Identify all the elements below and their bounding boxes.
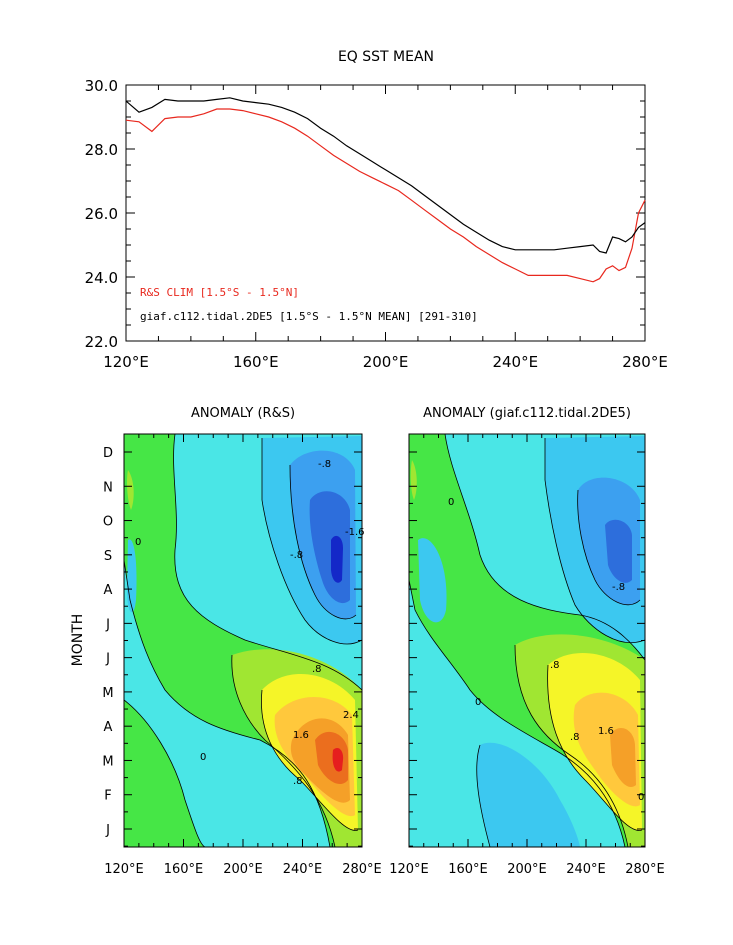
y-tick-label: 22.0 [85, 333, 118, 351]
x-tick-label: 240°E [492, 353, 538, 371]
y-tick-label: M [102, 686, 113, 701]
y-tick-label: 26.0 [85, 205, 118, 223]
series-line-giaf [125, 97, 646, 254]
legend-entry-giaf: giaf.c112.tidal.2DE5 [1.5°S - 1.5°N MEAN… [140, 310, 478, 323]
contour-label: 0 [135, 537, 141, 548]
contour-label: 0 [475, 697, 481, 708]
contour-label: 0 [638, 792, 644, 803]
y-tick-label: J [105, 617, 110, 632]
month-axis-label: MONTH [70, 614, 86, 667]
left-heatmap: 120°E 160°E 200°E 240°E 280°E J F M A M J J A S O N D -.… [102, 433, 382, 877]
contour-label: .8 [550, 660, 560, 671]
y-tick-label: D [103, 446, 113, 461]
x-tick-label: 280°E [625, 862, 665, 877]
top-chart: 22.0 24.0 26.0 28.0 30.0 120°E 160°E 200°E 240°E… [85, 77, 668, 371]
contour-label: 0 [448, 497, 454, 508]
x-tick-label: 120°E [104, 862, 144, 877]
x-tick-label: 200°E [507, 862, 547, 877]
contour-region [476, 742, 580, 847]
contour-label: 1.6 [598, 726, 614, 737]
contour-lines [124, 434, 362, 847]
y-tick-label: 28.0 [85, 141, 118, 159]
contour-label: -1.6 [345, 527, 365, 538]
x-tick-label: 280°E [342, 862, 382, 877]
contour-region [605, 519, 632, 583]
x-tick-label: 240°E [566, 862, 606, 877]
y-tick-label: J [105, 823, 110, 838]
contour-label: 2.4 [343, 710, 359, 721]
y-tick-label: M [102, 754, 113, 769]
contour-label: -.8 [318, 459, 331, 470]
contour-label: -.8 [612, 582, 625, 593]
series-line-rs-clim [125, 108, 646, 283]
legend-entry-rs-clim: R&S CLIM [1.5°S - 1.5°N] [140, 286, 299, 299]
y-tick-label: S [104, 549, 112, 564]
contour-label: .8 [570, 732, 580, 743]
x-tick-label: 200°E [363, 353, 409, 371]
y-tick-label: O [103, 515, 113, 530]
top-chart-title: EQ SST MEAN [338, 49, 434, 65]
y-tick-label: N [103, 480, 113, 495]
contour-label: -.8 [290, 550, 303, 561]
contour-region [610, 727, 636, 788]
x-tick-label: 120°E [389, 862, 429, 877]
y-tick-label: A [104, 583, 113, 598]
top-plot-frame [125, 84, 646, 342]
contour-region [124, 700, 205, 847]
left-panel-title: ANOMALY (R&S) [191, 406, 295, 421]
x-tick-label: 240°E [283, 862, 323, 877]
x-tick-label: 200°E [223, 862, 263, 877]
y-tick-label: F [104, 789, 111, 804]
contour-region [127, 470, 134, 510]
contour-label: .8 [293, 776, 303, 787]
y-tick-label: 24.0 [85, 269, 118, 287]
x-tick-label: 280°E [622, 353, 668, 371]
contour-region [418, 538, 447, 623]
y-tick-label: A [104, 720, 113, 735]
contour-region [331, 535, 343, 583]
x-tick-label: 120°E [103, 353, 149, 371]
contour-label: 1.6 [293, 730, 309, 741]
x-tick-label: 160°E [164, 862, 204, 877]
y-tick-label: J [105, 652, 110, 667]
x-tick-label: 160°E [233, 353, 279, 371]
y-tick-label: 30.0 [85, 77, 118, 95]
contour-region [332, 748, 344, 772]
contour-label: 0 [200, 752, 206, 763]
contour-label: .8 [312, 664, 322, 675]
contour-region [410, 460, 417, 500]
x-tick-label: 160°E [448, 862, 488, 877]
contour-lines [409, 434, 645, 847]
right-panel-title: ANOMALY (giaf.c112.tidal.2DE5) [423, 406, 631, 421]
right-heatmap: 120°E 160°E 200°E 240°E 280°E -.8 0 0 .8 1.6… [389, 433, 665, 877]
